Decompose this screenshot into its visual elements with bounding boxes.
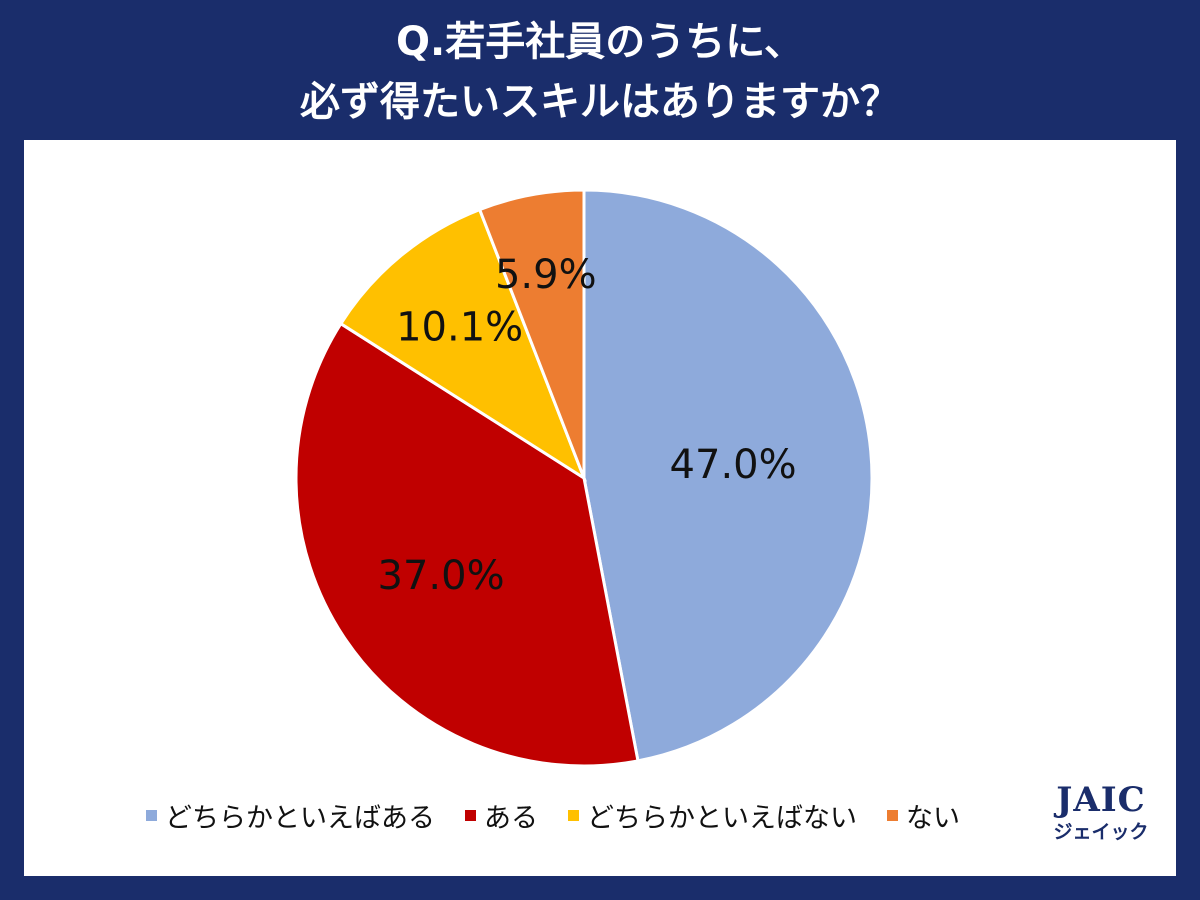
- data-label: 47.0%: [670, 442, 797, 488]
- chart-panel: 47.0% 37.0% 10.1% 5.9% どちらかといえばある ある どちらかとい…: [24, 140, 1176, 876]
- legend: どちらかといえばある ある どちらかといえばない ない: [146, 796, 960, 835]
- slice-somewhat-no: [338, 207, 588, 482]
- data-label: 10.1%: [396, 305, 523, 351]
- slice-yes: [294, 321, 640, 768]
- legend-item-somewhat-no: どちらかといえばない: [568, 796, 857, 835]
- logo-wordmark: JAIC: [1056, 780, 1146, 820]
- legend-label: どちらかといえばある: [165, 803, 435, 834]
- legend-item-somewhat-yes: どちらかといえばある: [146, 796, 435, 835]
- chart-title: Q.若手社員のうちに、 必ず得たいスキルはありますか？: [0, 12, 1200, 132]
- pie-chart: 47.0% 37.0% 10.1% 5.9%: [294, 188, 874, 768]
- title-line-1: Q.若手社員のうちに、: [396, 19, 804, 65]
- legend-swatch: [568, 810, 579, 821]
- legend-swatch: [465, 810, 476, 821]
- legend-label: ない: [906, 803, 960, 834]
- data-label: 5.9%: [495, 252, 597, 298]
- logo-subtext: ジェイック: [1053, 821, 1149, 843]
- legend-item-no: ない: [887, 796, 960, 835]
- legend-label: ある: [484, 803, 538, 834]
- legend-swatch: [146, 810, 157, 821]
- slice-somewhat-yes: [582, 188, 874, 763]
- legend-swatch: [887, 810, 898, 821]
- slice-no: [477, 188, 586, 479]
- jaic-logo: JAIC ジェイック: [1046, 780, 1156, 844]
- data-label: 37.0%: [378, 553, 505, 599]
- legend-label: どちらかといえばない: [587, 803, 857, 834]
- title-line-2: 必ず得たいスキルはありますか？: [300, 79, 900, 125]
- legend-item-yes: ある: [465, 796, 538, 835]
